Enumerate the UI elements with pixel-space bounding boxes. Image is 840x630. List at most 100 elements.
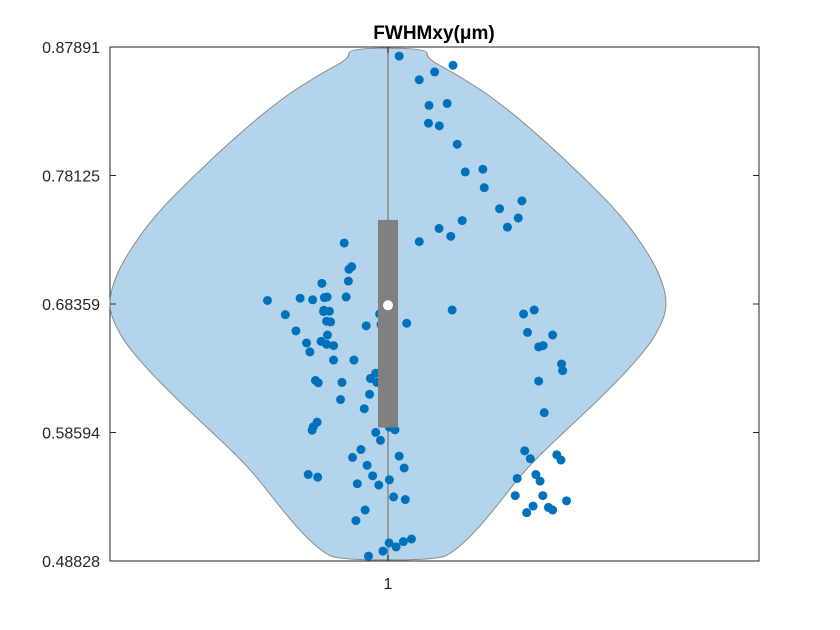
data-point — [312, 417, 322, 427]
data-point — [371, 368, 381, 378]
data-point — [517, 196, 527, 206]
data-point — [502, 222, 512, 232]
data-point — [529, 305, 539, 315]
data-point — [528, 501, 538, 511]
data-point — [337, 377, 347, 387]
data-point — [262, 295, 272, 305]
data-point — [343, 276, 353, 286]
y-tick-label: 0.87891 — [42, 40, 100, 57]
data-point — [389, 492, 399, 502]
x-tick-label: 1 — [384, 576, 393, 593]
data-point — [448, 60, 458, 70]
data-point — [556, 455, 566, 465]
data-point — [280, 310, 290, 320]
data-point — [363, 551, 373, 561]
data-point — [562, 496, 572, 506]
data-point — [326, 317, 336, 327]
data-point — [362, 460, 372, 470]
data-point — [457, 216, 467, 226]
data-point — [402, 318, 412, 328]
data-point — [349, 355, 359, 365]
data-point — [478, 164, 488, 174]
data-point — [394, 451, 404, 461]
y-tick-label: 0.78125 — [42, 169, 100, 186]
data-point — [539, 408, 549, 418]
data-point — [548, 330, 558, 340]
data-point — [351, 516, 361, 526]
data-point — [336, 395, 346, 405]
data-point — [423, 118, 433, 128]
data-point — [391, 542, 401, 552]
data-point — [322, 330, 332, 340]
data-point — [375, 435, 385, 445]
data-point — [291, 326, 301, 336]
data-point — [452, 139, 462, 149]
data-point — [430, 67, 440, 77]
data-point — [359, 404, 369, 414]
data-point — [525, 454, 535, 464]
data-point — [324, 306, 334, 316]
data-point — [522, 508, 532, 518]
data-point — [356, 445, 366, 455]
data-point — [322, 339, 332, 349]
data-point — [360, 505, 370, 515]
data-point — [361, 321, 371, 331]
y-tick-label: 0.58594 — [42, 425, 100, 442]
data-point — [534, 376, 544, 386]
data-point — [329, 355, 339, 365]
data-point — [384, 475, 394, 485]
data-point — [442, 98, 452, 108]
data-point — [307, 425, 317, 435]
data-point — [313, 378, 323, 388]
data-point — [378, 546, 388, 556]
data-point — [557, 359, 567, 369]
data-point — [520, 446, 530, 456]
data-point — [368, 471, 378, 481]
data-point — [510, 491, 520, 501]
data-point — [341, 292, 351, 302]
chart-title: FWHMxy(μm) — [373, 23, 494, 44]
data-point — [305, 347, 315, 357]
data-point — [347, 262, 357, 272]
data-point — [384, 538, 394, 548]
data-point — [414, 75, 424, 85]
data-point — [434, 121, 444, 131]
data-point — [531, 470, 541, 480]
data-point — [424, 100, 434, 110]
data-point — [394, 51, 404, 61]
data-point — [295, 293, 305, 303]
data-point — [414, 237, 424, 247]
data-point — [535, 476, 545, 486]
data-point — [538, 341, 548, 351]
data-point — [329, 341, 339, 351]
data-point — [352, 479, 362, 489]
data-point — [460, 167, 470, 177]
data-point — [302, 338, 312, 348]
data-point — [513, 213, 523, 223]
data-point — [399, 463, 409, 473]
data-point — [512, 473, 522, 483]
data-point — [339, 238, 349, 248]
data-point — [479, 183, 489, 193]
data-point — [313, 472, 323, 482]
data-point — [523, 327, 532, 337]
data-point — [548, 505, 558, 515]
median-marker — [383, 300, 393, 311]
data-point — [495, 204, 505, 214]
data-point — [434, 223, 444, 233]
data-point — [406, 534, 416, 544]
data-point — [447, 305, 457, 315]
y-tick-label: 0.68359 — [42, 297, 100, 314]
data-point — [538, 491, 548, 501]
data-point — [519, 309, 529, 319]
data-point — [308, 295, 318, 305]
data-point — [446, 231, 456, 241]
iqr-box — [378, 219, 398, 428]
data-point — [374, 480, 384, 490]
y-tick-label: 0.48828 — [42, 554, 100, 571]
data-point — [348, 452, 358, 462]
data-point — [400, 495, 410, 505]
data-point — [371, 427, 381, 437]
data-point — [398, 537, 408, 547]
